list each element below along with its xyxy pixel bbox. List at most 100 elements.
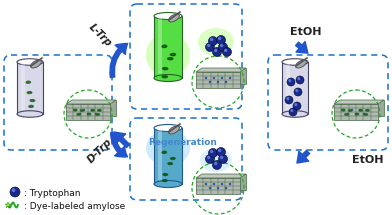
Ellipse shape [200,148,232,172]
Polygon shape [171,158,175,160]
Polygon shape [74,109,77,111]
Text: D-Trp: D-Trp [86,137,114,165]
Circle shape [294,88,302,96]
Circle shape [217,187,219,189]
Polygon shape [163,180,167,181]
Polygon shape [77,114,80,115]
Ellipse shape [154,124,182,132]
Polygon shape [162,45,167,48]
Polygon shape [348,110,352,111]
Polygon shape [66,100,116,104]
Circle shape [209,149,218,158]
Polygon shape [171,54,176,56]
Circle shape [87,113,89,115]
Circle shape [209,81,211,83]
Circle shape [218,43,227,52]
Polygon shape [158,130,162,180]
Circle shape [225,81,227,83]
Text: L-Trp: L-Trp [87,22,113,49]
Circle shape [83,109,85,111]
Polygon shape [366,110,369,111]
Polygon shape [72,100,116,116]
Polygon shape [282,62,308,114]
Ellipse shape [169,126,180,134]
Polygon shape [162,151,166,153]
Polygon shape [168,58,173,60]
Circle shape [367,109,369,111]
Circle shape [95,113,97,115]
Circle shape [212,161,221,169]
Circle shape [287,78,295,86]
Circle shape [343,109,345,111]
Text: EtOH: EtOH [352,155,384,165]
Polygon shape [17,62,43,114]
Polygon shape [196,178,240,194]
Circle shape [359,109,361,111]
Polygon shape [29,105,33,107]
Ellipse shape [154,12,182,20]
Text: Regeneration: Regeneration [148,138,217,147]
Circle shape [214,162,217,165]
Polygon shape [98,110,101,111]
Circle shape [210,38,213,41]
Circle shape [288,79,291,82]
Ellipse shape [282,111,308,117]
Circle shape [351,109,353,111]
Circle shape [218,37,221,40]
Polygon shape [340,100,384,116]
Polygon shape [359,110,363,111]
Circle shape [290,109,293,112]
Ellipse shape [154,181,182,187]
Polygon shape [154,128,182,184]
Circle shape [207,44,211,47]
Circle shape [221,77,223,79]
Polygon shape [87,113,91,115]
Polygon shape [162,76,167,78]
Circle shape [212,48,221,57]
Text: : Tryptophan: : Tryptophan [24,189,80,198]
Text: EtOH: EtOH [290,27,322,37]
Circle shape [216,35,225,45]
Circle shape [213,77,215,79]
Circle shape [75,109,77,111]
Circle shape [289,108,297,116]
Polygon shape [66,104,110,120]
Polygon shape [163,68,168,70]
Circle shape [205,183,207,185]
Circle shape [363,113,365,115]
Polygon shape [91,110,94,111]
Ellipse shape [296,60,307,68]
Circle shape [205,77,207,79]
Text: : Dye-labeled amylose: : Dye-labeled amylose [24,202,125,211]
Polygon shape [80,110,84,111]
Circle shape [210,150,213,153]
Polygon shape [345,114,348,115]
Circle shape [295,89,298,92]
Circle shape [209,187,211,189]
Polygon shape [158,18,162,74]
Circle shape [223,48,232,57]
Polygon shape [27,92,32,94]
Circle shape [205,43,214,52]
Ellipse shape [17,59,43,65]
Circle shape [220,44,223,47]
Polygon shape [26,81,31,83]
Circle shape [214,49,217,52]
Circle shape [216,147,225,157]
Circle shape [91,109,93,111]
Circle shape [217,81,219,83]
Polygon shape [30,100,35,101]
Circle shape [229,77,231,79]
Circle shape [225,187,227,189]
Circle shape [229,183,231,185]
Polygon shape [196,68,246,72]
Circle shape [294,103,297,106]
Circle shape [224,49,227,52]
Circle shape [221,183,223,185]
Circle shape [218,149,221,152]
Polygon shape [286,64,290,110]
Polygon shape [21,64,25,110]
Circle shape [297,77,300,80]
Polygon shape [356,113,359,115]
Polygon shape [196,72,240,88]
